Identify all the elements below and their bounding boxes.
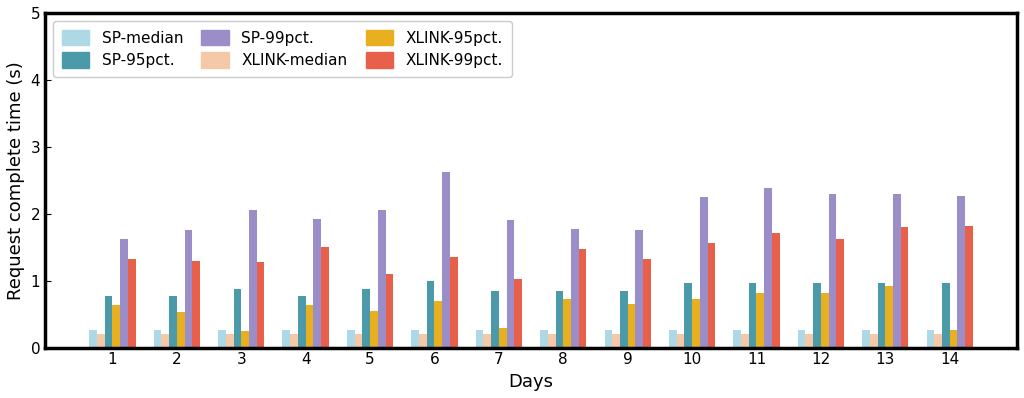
Bar (620, 291, 628, 347)
Bar (571, 229, 579, 347)
Bar (957, 196, 966, 347)
Y-axis label: Request complete time (s): Request complete time (s) (7, 61, 25, 300)
Bar (450, 257, 458, 347)
Bar (290, 334, 298, 347)
Bar (563, 299, 571, 347)
Bar (643, 259, 651, 347)
Bar (514, 279, 522, 347)
Bar (828, 194, 837, 347)
Bar (886, 286, 893, 347)
Bar (733, 330, 741, 347)
Bar (442, 172, 450, 347)
Bar (434, 301, 442, 347)
Bar (218, 330, 226, 347)
Bar (749, 283, 757, 347)
Bar (878, 283, 886, 347)
Bar (347, 330, 354, 347)
Bar (154, 330, 162, 347)
Bar (927, 330, 934, 347)
Bar (556, 291, 563, 347)
Bar (540, 330, 548, 347)
Bar (806, 334, 813, 347)
Bar (257, 262, 264, 347)
Bar (354, 334, 362, 347)
Bar (128, 259, 135, 347)
Bar (708, 242, 716, 347)
Bar (313, 219, 322, 347)
Bar (934, 334, 942, 347)
Bar (298, 296, 306, 347)
Bar (893, 194, 901, 347)
Bar (798, 330, 806, 347)
Bar (283, 330, 290, 347)
Bar (764, 188, 772, 347)
Bar (412, 330, 419, 347)
Bar (184, 230, 193, 347)
X-axis label: Days: Days (509, 373, 554, 391)
Bar (628, 304, 636, 347)
Bar (507, 220, 514, 347)
Bar (966, 226, 973, 347)
Bar (821, 293, 828, 347)
Bar (306, 306, 313, 347)
Bar (612, 334, 620, 347)
Bar (692, 299, 699, 347)
Bar (757, 293, 764, 347)
Bar (370, 311, 378, 347)
Bar (419, 334, 427, 347)
Bar (684, 283, 692, 347)
Bar (636, 230, 643, 347)
Bar (386, 274, 393, 347)
Bar (499, 328, 507, 347)
Bar (89, 330, 97, 347)
Bar (362, 289, 370, 347)
Bar (322, 247, 329, 347)
Bar (97, 334, 104, 347)
Bar (669, 330, 677, 347)
Bar (233, 289, 242, 347)
Bar (677, 334, 684, 347)
Bar (427, 281, 434, 347)
Bar (813, 283, 821, 347)
Bar (942, 283, 949, 347)
Bar (249, 211, 257, 347)
Bar (483, 334, 492, 347)
Bar (869, 334, 878, 347)
Bar (949, 330, 957, 347)
Bar (579, 249, 587, 347)
Bar (193, 261, 200, 347)
Bar (476, 330, 483, 347)
Legend: SP-median, SP-95pct., SP-99pct., XLINK-median, XLINK-95pct., XLINK-99pct.: SP-median, SP-95pct., SP-99pct., XLINK-m… (53, 21, 512, 77)
Bar (548, 334, 556, 347)
Bar (604, 330, 612, 347)
Bar (162, 334, 169, 347)
Bar (901, 227, 908, 347)
Bar (104, 296, 113, 347)
Bar (242, 331, 249, 347)
Bar (837, 239, 844, 347)
Bar (113, 306, 120, 347)
Bar (862, 330, 869, 347)
Bar (772, 232, 779, 347)
Bar (169, 296, 177, 347)
Bar (699, 197, 708, 347)
Bar (177, 312, 184, 347)
Bar (741, 334, 749, 347)
Bar (378, 211, 386, 347)
Bar (226, 334, 233, 347)
Bar (120, 238, 128, 347)
Bar (492, 291, 499, 347)
